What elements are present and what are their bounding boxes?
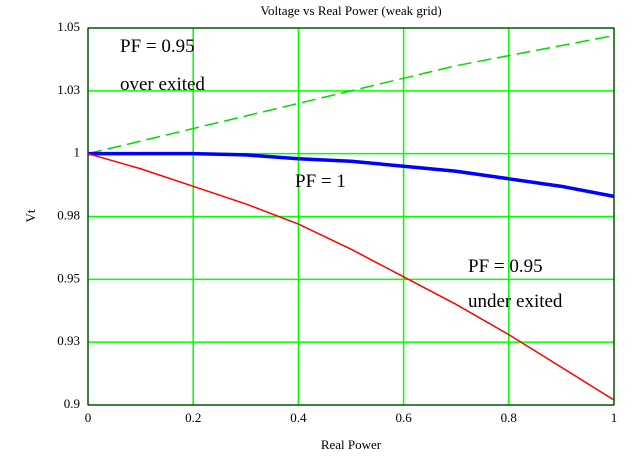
line-series [87,34,615,155]
y-tick-label: 0.93 [57,333,80,348]
line-series [88,151,615,199]
line-series [87,152,615,401]
x-axis-label: Real Power [321,437,382,452]
x-tick-label: 0 [85,410,92,425]
y-tick-label: 0.9 [64,396,80,411]
x-tick-label: 0.8 [501,410,517,425]
annotation: PF = 0.95 [468,256,543,277]
y-axis-label: Vt [23,209,38,222]
annotation: PF = 1 [295,171,346,192]
chart-title: Voltage vs Real Power (weak grid) [260,3,441,18]
plot-frame [87,27,615,406]
x-tick-label: 1 [611,410,618,425]
annotation: over exited [120,74,205,95]
x-tick-label: 0.6 [395,410,412,425]
x-tick-label: 0.2 [185,410,201,425]
x-tick-label: 0.4 [290,410,307,425]
y-tick-label: 1.05 [57,19,80,34]
y-tick-label: 0.98 [57,207,80,222]
y-tick-label: 0.95 [57,270,80,285]
annotation: PF = 0.95 [120,36,195,57]
y-tick-label: 1.03 [57,82,80,97]
y-tick-label: 1 [74,145,81,160]
annotation: under exited [468,291,563,312]
